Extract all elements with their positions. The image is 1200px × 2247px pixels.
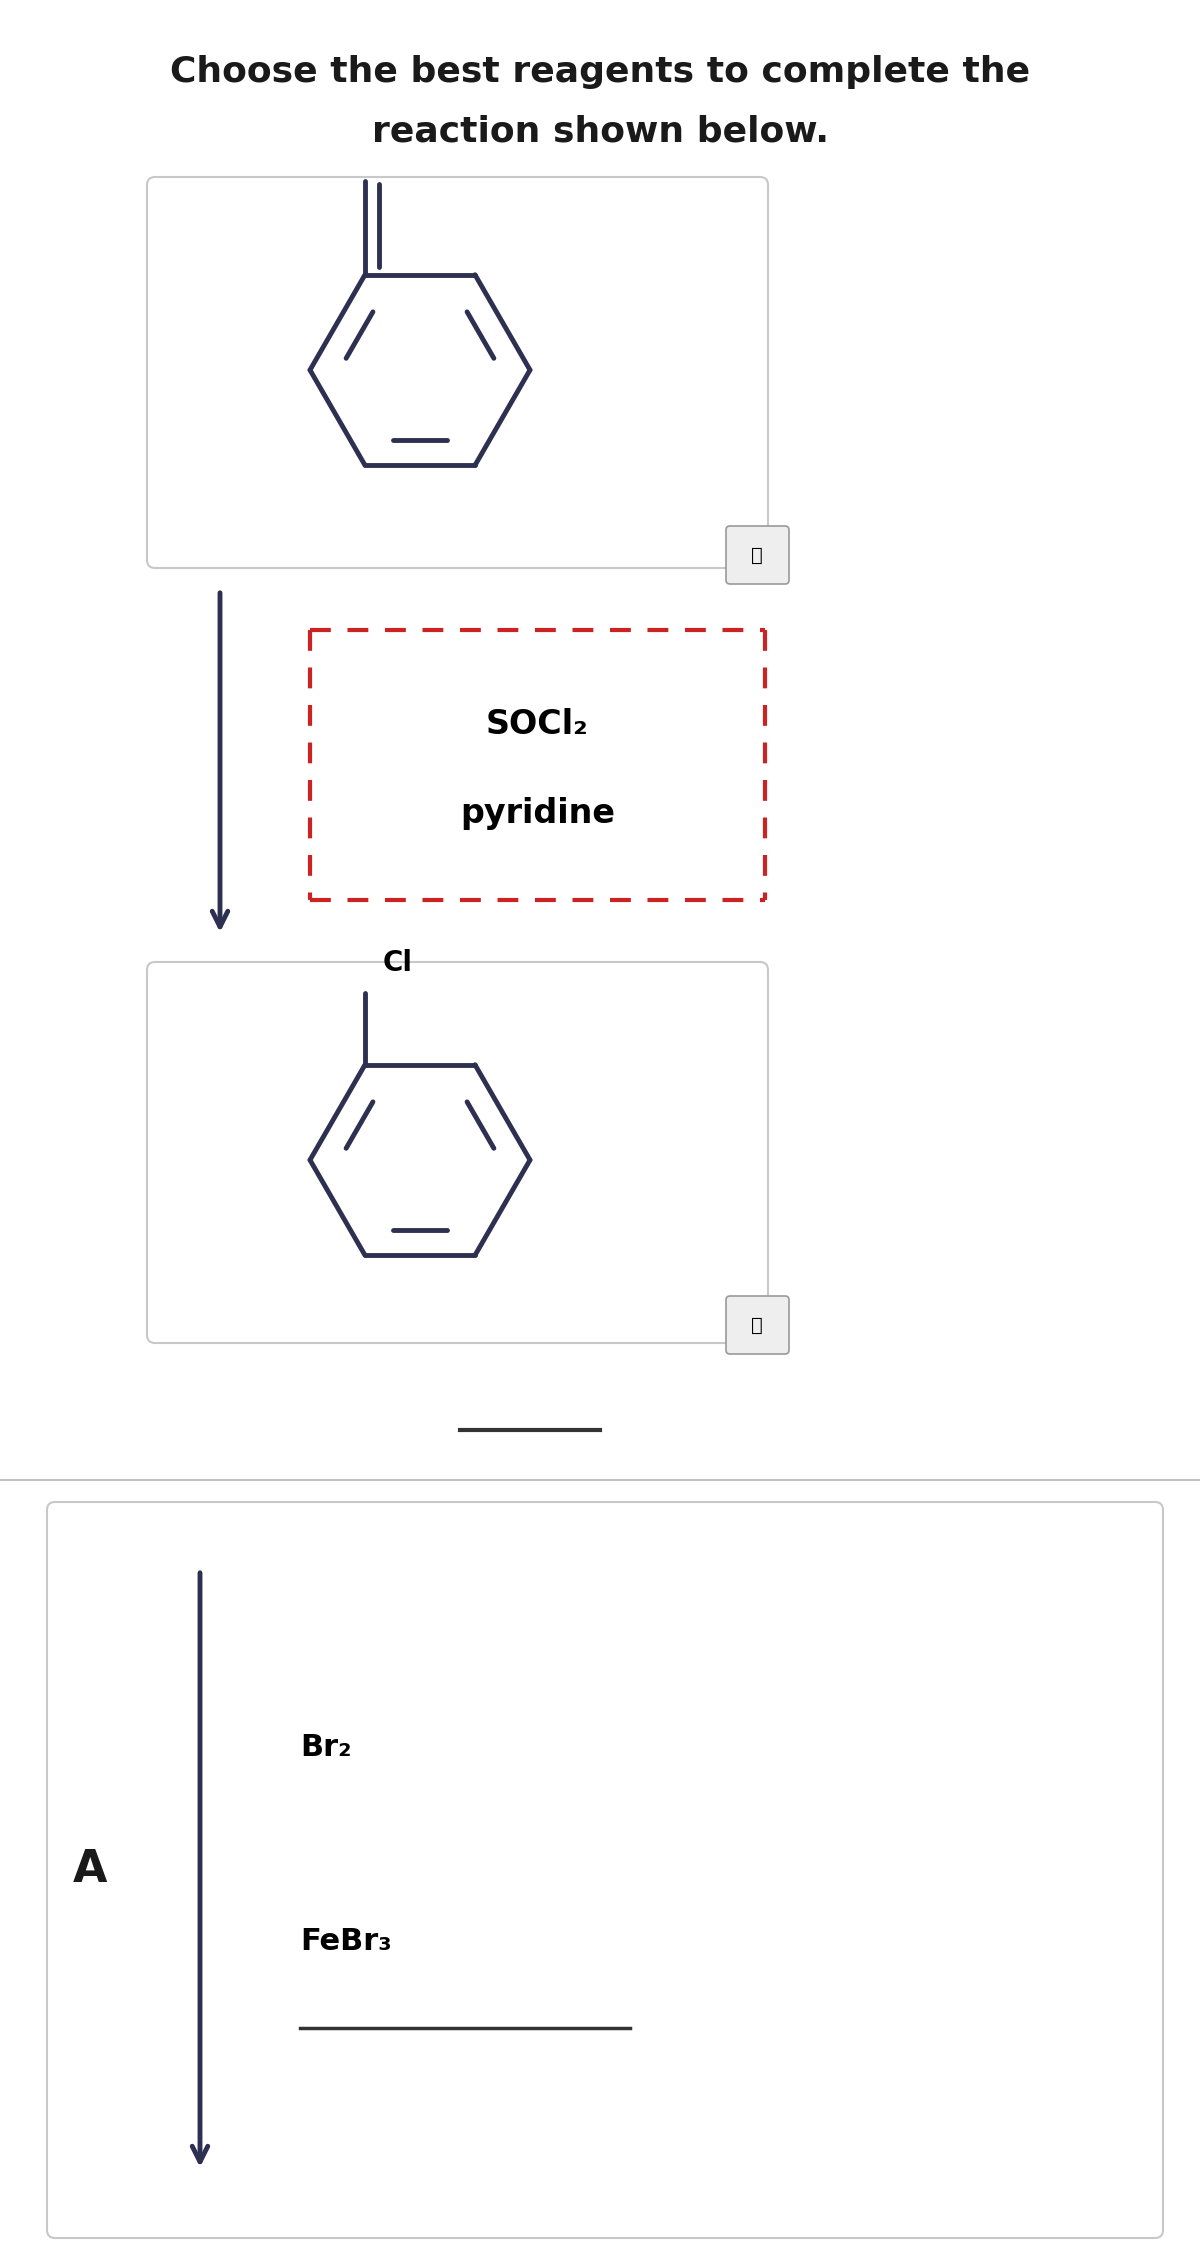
Text: SOCl₂: SOCl₂ [486, 708, 589, 742]
Text: pyridine: pyridine [460, 798, 616, 829]
Text: A: A [73, 1849, 107, 1892]
Text: Choose the best reagents to complete the: Choose the best reagents to complete the [170, 54, 1030, 90]
FancyBboxPatch shape [726, 526, 790, 584]
Text: Br₂: Br₂ [300, 1732, 352, 1762]
FancyBboxPatch shape [148, 178, 768, 568]
FancyBboxPatch shape [726, 1297, 790, 1355]
FancyBboxPatch shape [148, 962, 768, 1344]
Text: reaction shown below.: reaction shown below. [372, 115, 828, 148]
Text: Cl: Cl [383, 948, 413, 977]
Text: 🔍: 🔍 [751, 546, 763, 564]
Text: FeBr₃: FeBr₃ [300, 1928, 391, 1957]
Text: 🔍: 🔍 [751, 1314, 763, 1335]
FancyBboxPatch shape [47, 1501, 1163, 2238]
